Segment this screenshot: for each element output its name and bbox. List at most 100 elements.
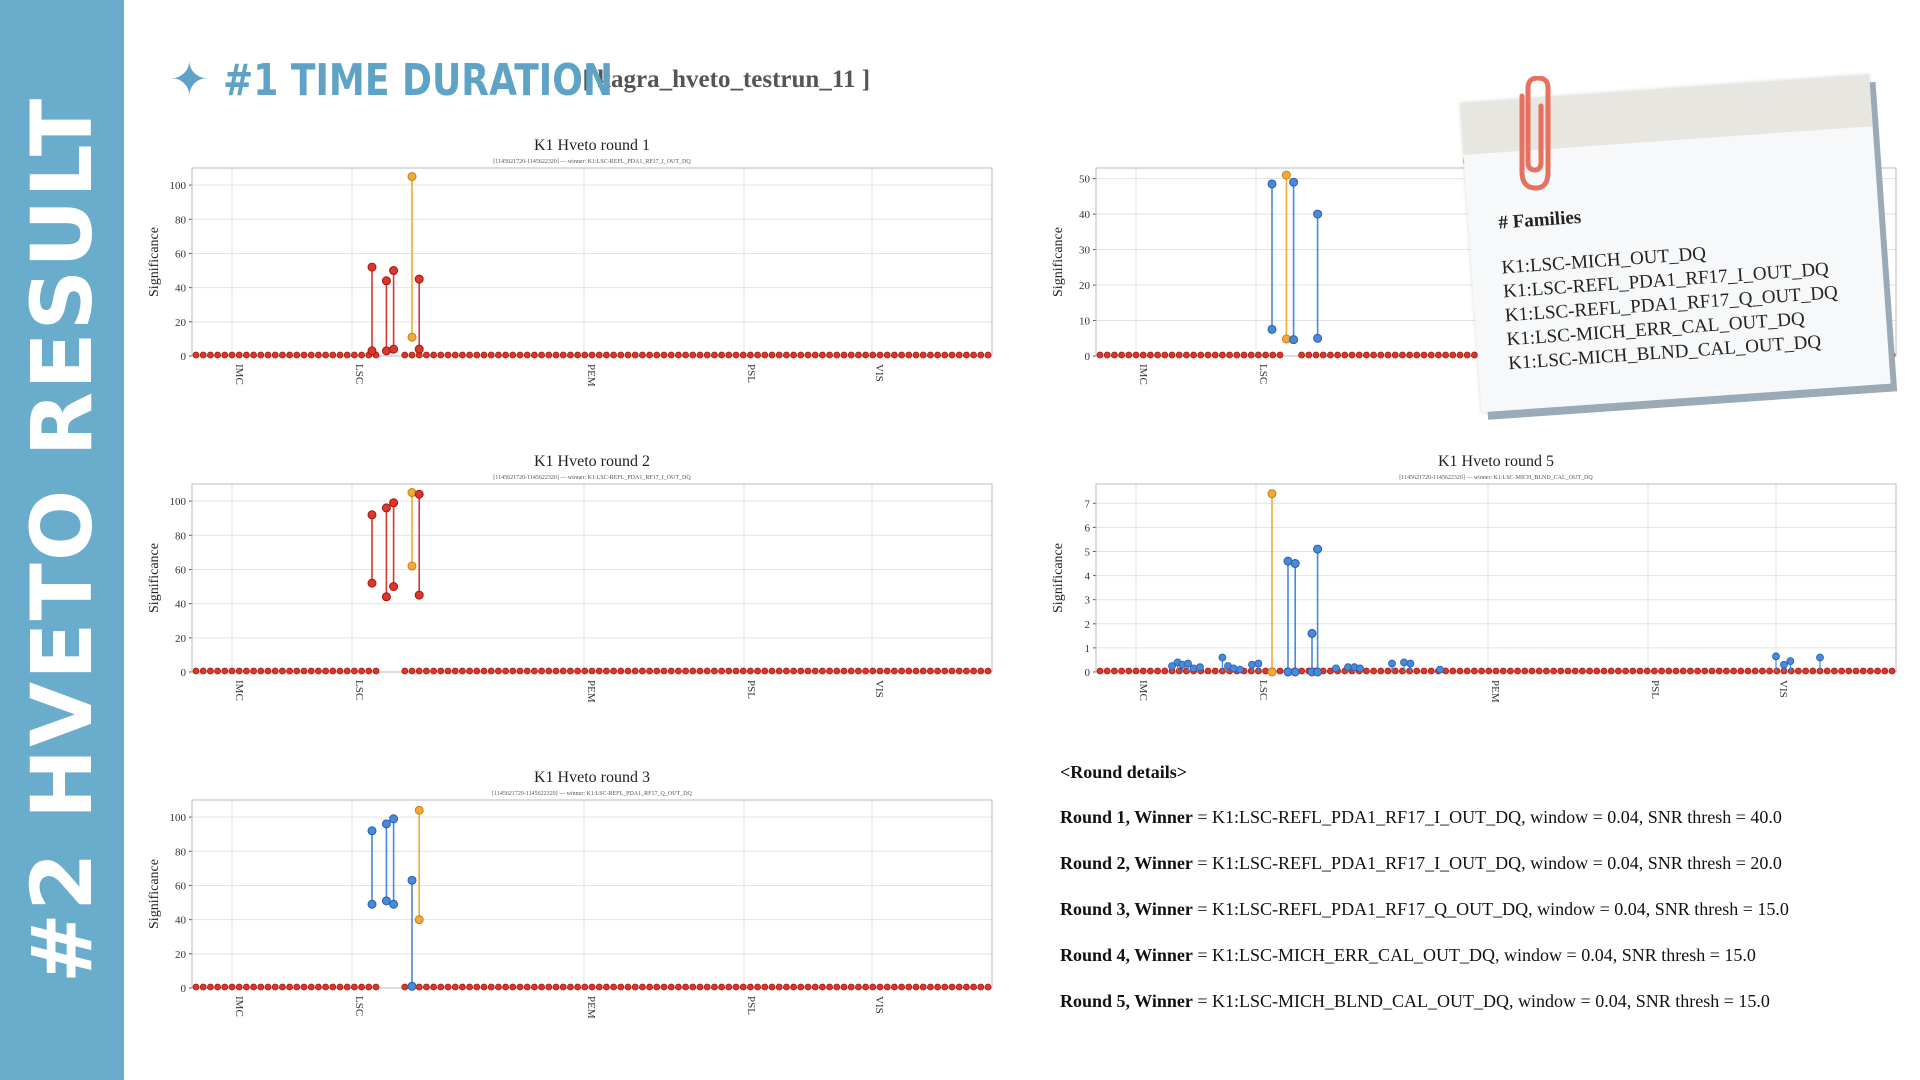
- baseline-point: [523, 351, 531, 359]
- small-point: [1229, 664, 1238, 673]
- baseline-point: [646, 351, 654, 359]
- stem-low-point: [389, 582, 399, 592]
- baseline-point: [977, 983, 985, 991]
- stem-high-point: [389, 266, 399, 276]
- baseline-point: [963, 667, 970, 675]
- small-point: [1388, 659, 1396, 668]
- baseline-point: [343, 351, 351, 359]
- baseline-point: [365, 667, 373, 675]
- baseline-point: [862, 351, 869, 359]
- baseline-point: [372, 667, 380, 675]
- baseline-point: [1651, 667, 1658, 675]
- baseline-point: [754, 667, 761, 675]
- baseline-point: [1542, 667, 1550, 675]
- baseline-point: [1269, 351, 1277, 359]
- stem-high-point: [1290, 559, 1300, 569]
- baseline-point: [955, 983, 963, 991]
- baseline-point: [588, 667, 596, 675]
- baseline-point: [1586, 667, 1593, 675]
- baseline-point: [1470, 667, 1478, 675]
- baseline-point: [840, 983, 848, 991]
- baseline-point: [257, 983, 265, 991]
- baseline-point: [509, 667, 517, 675]
- baseline-point: [862, 667, 869, 675]
- chart-subtitle: [1145621720-1145622320] — winner: K1:LSC…: [1399, 475, 1593, 481]
- baseline-point: [473, 351, 481, 359]
- baseline-point: [214, 667, 221, 675]
- baseline-point: [1787, 667, 1795, 675]
- y-axis-label: Significance: [1051, 227, 1066, 297]
- baseline-point: [948, 983, 956, 991]
- small-point: [1816, 653, 1824, 662]
- y-tick-label: 0: [181, 667, 187, 679]
- baseline-point: [1218, 351, 1226, 359]
- baseline-point: [826, 983, 833, 991]
- round-line-5: Round 5, Winner = K1:LSC-MICH_BLND_CAL_O…: [1060, 991, 1900, 1012]
- baseline-point: [883, 667, 891, 675]
- baseline-point: [631, 983, 639, 991]
- baseline-point: [855, 351, 862, 359]
- star-icon: ✦: [170, 54, 209, 105]
- baseline-point: [797, 351, 805, 359]
- baseline-point: [314, 983, 322, 991]
- baseline-point: [358, 351, 366, 359]
- baseline-point: [408, 351, 416, 359]
- baseline-point: [307, 983, 315, 991]
- baseline-point: [797, 983, 805, 991]
- baseline-point: [891, 667, 898, 675]
- baseline-point: [1867, 667, 1874, 675]
- families-list: K1:LSC-MICH_OUT_DQ K1:LSC-REFL_PDA1_RF17…: [1501, 233, 1842, 376]
- baseline-point: [1600, 667, 1608, 675]
- stem-low-point: [367, 578, 377, 588]
- small-point: [1400, 658, 1408, 667]
- x-tick-label: PSL: [1649, 680, 1661, 699]
- baseline-point: [1795, 667, 1802, 675]
- baseline-point: [588, 351, 596, 359]
- baseline-point: [747, 351, 754, 359]
- baseline-point: [638, 351, 646, 359]
- baseline-point: [1571, 667, 1579, 675]
- baseline-point: [588, 983, 596, 991]
- baseline-point: [653, 351, 661, 359]
- baseline-point: [552, 351, 560, 359]
- stem-high-point: [1313, 209, 1323, 219]
- baseline-point: [1744, 667, 1752, 675]
- small-point: [1780, 660, 1788, 669]
- baseline-point: [718, 667, 725, 675]
- baseline-point: [1398, 351, 1406, 359]
- y-tick-label: 100: [170, 496, 187, 508]
- stem-high-point: [381, 819, 391, 829]
- baseline-point: [1139, 351, 1147, 359]
- baseline-point: [1427, 667, 1435, 675]
- stem-high-point: [1307, 628, 1317, 638]
- baseline-point: [1334, 351, 1342, 359]
- baseline-point: [804, 351, 812, 359]
- baseline-point: [984, 667, 992, 675]
- baseline-point: [703, 983, 711, 991]
- baseline-point: [631, 667, 639, 675]
- baseline-point: [847, 351, 855, 359]
- round-label: Round 5, Winner: [1060, 991, 1193, 1011]
- baseline-point: [667, 351, 675, 359]
- y-tick-label: 0: [181, 983, 187, 995]
- y-tick-label: 20: [175, 949, 187, 961]
- baseline-point: [732, 351, 740, 359]
- baseline-point: [934, 667, 941, 675]
- baseline-point: [631, 351, 639, 359]
- stem-low-point: [407, 561, 417, 571]
- baseline-point: [675, 351, 682, 359]
- baseline-point: [415, 983, 423, 991]
- x-tick-label: VIS: [873, 996, 885, 1014]
- baseline-point: [725, 667, 733, 675]
- baseline-point: [221, 667, 229, 675]
- stem-high-point: [1267, 179, 1277, 189]
- baseline-point: [466, 667, 474, 675]
- baseline-point: [689, 667, 697, 675]
- small-point: [1786, 657, 1795, 666]
- baseline-point: [466, 351, 474, 359]
- y-tick-label: 3: [1085, 595, 1091, 607]
- baseline-point: [1370, 351, 1378, 359]
- baseline-point: [559, 983, 567, 991]
- baseline-point: [1154, 351, 1161, 359]
- stem-high-point: [414, 805, 424, 815]
